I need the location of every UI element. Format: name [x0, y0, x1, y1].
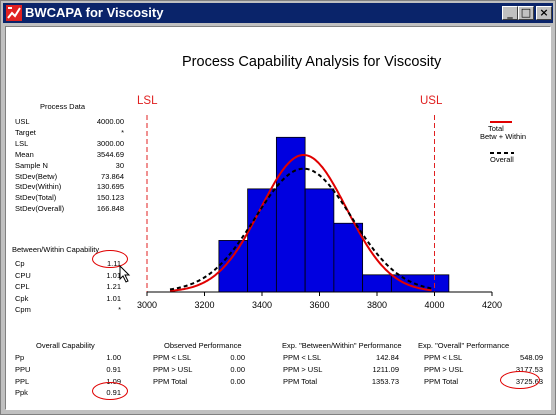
bw-capability-label: CPU: [15, 270, 31, 280]
maximize-icon: □: [520, 6, 532, 19]
overall-capability-value: 1.09: [106, 376, 121, 386]
exp-bw-performance-value: 142.84: [376, 353, 399, 362]
exp-overall-performance-label: PPM > USL: [424, 364, 464, 374]
graph-area: Process Capability Analysis for Viscosit…: [5, 26, 551, 410]
process-data-value: 3000.00: [96, 138, 124, 148]
process-data-label: StDev(Total): [15, 193, 57, 203]
window-title: BWCAPA for Viscosity: [25, 5, 164, 20]
close-icon: ×: [539, 6, 549, 19]
exp-bw-performance-label: PPM > USL: [283, 364, 323, 374]
process-data-label: StDev(Betw): [15, 171, 58, 181]
observed-performance-label: PPM < LSL: [153, 353, 192, 362]
histogram-bar: [362, 274, 392, 293]
process-data-label: USL: [15, 117, 30, 126]
chart-legend: Total Betw + Within Overall: [480, 121, 526, 164]
exp-overall-performance-value: 548.09: [520, 353, 543, 362]
minimize-button[interactable]: _: [502, 6, 518, 20]
cp-highlight-circle: [92, 250, 128, 268]
exp-bw-performance-label: PPM Total: [283, 376, 318, 386]
observed-performance-value: 0.00: [230, 364, 245, 374]
bw-capability-value: 1.01: [106, 293, 121, 303]
bw-capability-label: Cp: [15, 259, 25, 268]
title-bar[interactable]: BWCAPA for Viscosity _ □ ×: [3, 3, 553, 23]
overall-capability-label: Ppk: [15, 388, 28, 398]
process-data-label: StDev(Overall): [15, 204, 65, 214]
process-data-label: Target: [15, 127, 36, 137]
observed-performance-value: 0.00: [230, 353, 245, 362]
minimize-icon: _: [507, 6, 513, 19]
observed-performance-label: PPM > USL: [153, 364, 193, 374]
x-tick-label: 3800: [367, 300, 387, 310]
histogram-bar: [304, 188, 335, 293]
bw-capability-label: Cpk: [15, 293, 29, 303]
process-data-value: 166.848: [96, 204, 124, 214]
x-tick-label: 4200: [482, 300, 502, 310]
process-data-label: StDev(Within): [15, 182, 62, 192]
bw-capability-value: 1.01: [106, 270, 121, 280]
exp-bw-performance-label: PPM < LSL: [283, 353, 322, 362]
x-tick-label: 3600: [309, 300, 329, 310]
x-tick-label: 3400: [252, 300, 272, 310]
x-tick-label: 3000: [137, 300, 157, 310]
bw-capability-value: 1.21: [106, 282, 121, 291]
overall-capability-title: Overall Capability: [36, 341, 95, 350]
exp-overall-performance-title: Exp. "Overall" Performance: [418, 341, 510, 350]
process-data-label: LSL: [15, 138, 29, 148]
exp-bw-performance-value: 1211.09: [372, 364, 399, 374]
overall-capability-label: PPU: [15, 364, 31, 374]
exp-overall-performance-label: PPM Total: [424, 376, 459, 386]
process-data-value: *: [121, 127, 124, 137]
process-data-value: 130.695: [96, 182, 124, 192]
chart-title: Process Capability Analysis for Viscosit…: [182, 54, 442, 70]
process-data-label: Mean: [15, 149, 34, 159]
overall-capability-label: PPL: [15, 376, 30, 386]
histogram-bar: [218, 240, 249, 293]
bw-capability-label: CPL: [15, 282, 30, 291]
app-icon: [6, 5, 22, 21]
process-data-value: 73.864: [101, 171, 124, 181]
x-tick-label: 3200: [194, 300, 214, 310]
overall-capability-value: 1.00: [106, 353, 121, 362]
lsl-label: LSL: [137, 95, 158, 107]
exp-bw-performance-value: 1353.73: [371, 376, 399, 386]
bw-capability-value: *: [118, 305, 121, 314]
overall-normal-curve: [169, 167, 432, 291]
maximize-button[interactable]: □: [518, 6, 534, 20]
exp-bw-performance-title: Exp. "Between/Within" Performance: [282, 341, 402, 350]
legend-total-sublabel: Betw + Within: [480, 132, 526, 141]
x-tick-label: 4000: [424, 300, 444, 310]
total-normal-curve: [169, 154, 432, 292]
mouse-pointer-icon: [119, 265, 131, 283]
ppk-highlight-circle: [92, 382, 128, 400]
ppm-total-highlight-circle: [500, 371, 540, 389]
process-data-label: Sample N: [15, 160, 48, 170]
histogram-bar: [333, 222, 364, 293]
process-data-value: 3544.69: [96, 149, 124, 159]
observed-performance-title: Observed Performance: [164, 341, 242, 350]
observed-performance-value: 0.00: [230, 376, 245, 386]
legend-total-label: Total: [488, 124, 504, 133]
legend-overall-label: Overall: [490, 155, 514, 164]
process-data-title: Process Data: [40, 102, 86, 111]
capability-histogram: 3000 3200 3400 3600 3800 4000 4200 Total Betw …: [137, 115, 526, 310]
process-data-value: 150.123: [96, 193, 124, 203]
close-button[interactable]: ×: [536, 6, 552, 20]
usl-label: USL: [420, 95, 443, 107]
observed-performance-label: PPM Total: [153, 376, 188, 386]
overall-capability-label: Pp: [15, 353, 25, 362]
exp-overall-performance-label: PPM < LSL: [424, 353, 463, 362]
process-data-value: 4000.00: [96, 117, 124, 126]
process-data-value: 30: [115, 160, 124, 170]
bw-capability-title: Between/Within Capability: [12, 245, 100, 254]
overall-capability-value: 0.91: [106, 364, 121, 374]
bw-capability-label: Cpm: [15, 305, 31, 314]
exp-overall-performance-value: 3177.53: [515, 364, 543, 374]
histogram-bar: [275, 136, 306, 293]
